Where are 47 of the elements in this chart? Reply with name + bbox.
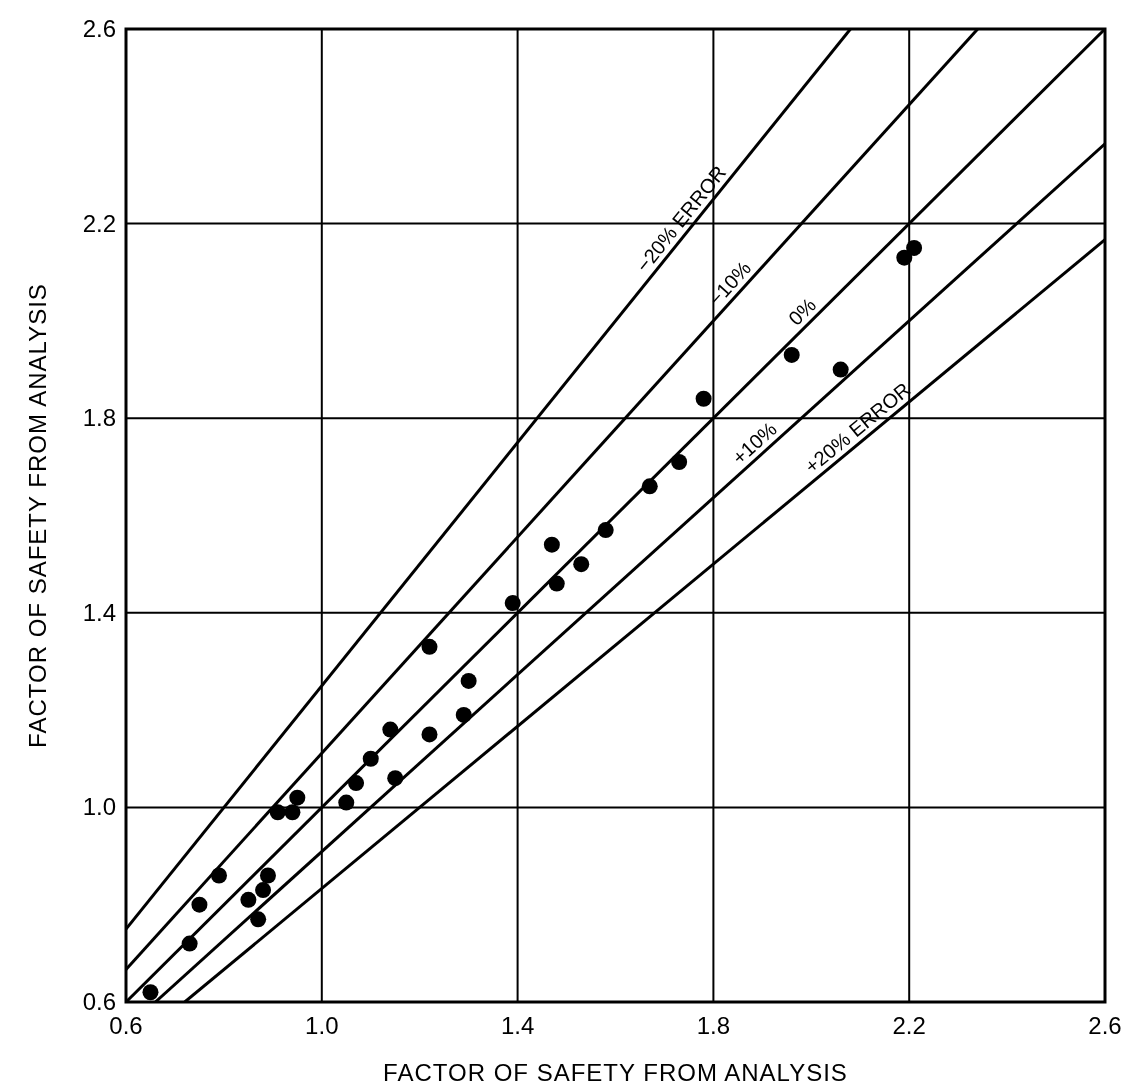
x-tick-label: 0.6 [109,1012,143,1039]
y-tick-label: 2.2 [82,209,116,237]
point [460,672,477,689]
point [240,891,257,908]
point [671,453,688,470]
point [387,770,404,787]
point [362,750,379,767]
y-tick-label: 2.6 [82,15,116,42]
point [269,804,286,821]
text: 0% [784,293,821,330]
x-tick-label: 2.6 [1088,1012,1122,1039]
point [181,935,198,952]
point [455,706,472,723]
y-tick-label: 1.8 [82,404,116,432]
point [783,346,800,363]
y-tick-label: 1.4 [82,598,116,626]
y-tick-label: 1.0 [82,793,116,821]
point [382,721,399,738]
point [896,249,913,266]
point [211,867,228,884]
point [255,882,272,899]
x-axis-title: FACTOR OF SAFETY FROM ANALYSIS [383,1059,848,1086]
point [284,804,301,821]
point [597,522,614,539]
point [338,794,355,811]
point [695,390,712,407]
point [191,896,208,913]
point [289,789,306,806]
x-tick-label: 1.0 [305,1012,339,1039]
point [259,867,276,884]
point [832,361,849,378]
y-axis-title: FACTOR OF SAFETY FROM ANALYSIS [24,283,51,748]
point [504,595,521,612]
point [421,638,438,655]
point [548,575,565,592]
y-tick-label: 0.6 [82,988,116,1015]
point [421,726,438,743]
x-tick-label: 1.4 [500,1012,535,1039]
point [543,536,560,553]
point [250,911,267,928]
point [348,775,365,792]
point [641,478,658,495]
point [906,239,923,256]
x-tick-label: 1.8 [696,1012,731,1039]
point [573,556,590,573]
x-tick-label: 2.2 [892,1012,926,1039]
point [142,984,159,1001]
